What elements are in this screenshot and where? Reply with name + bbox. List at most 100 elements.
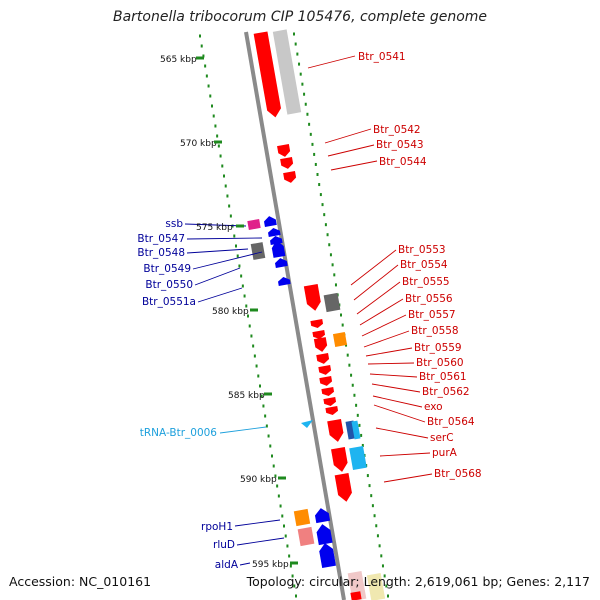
- accession-text: Accession: NC_010161: [9, 574, 152, 589]
- genome-summary-text: Topology: circular; Length: 2,619,061 bp…: [246, 574, 590, 589]
- ruler-label: 575 kbp: [196, 223, 233, 233]
- ruler-tick: [383, 574, 386, 578]
- ruler-tick: [260, 394, 263, 398]
- label-connector: [375, 427, 429, 439]
- ruler-tick: [223, 174, 225, 178]
- gene-label: Btr_0554: [400, 259, 448, 271]
- ruler-tick: [209, 94, 212, 98]
- label-connector: [365, 347, 413, 357]
- ruler-tick: [204, 64, 207, 68]
- label-connector: [307, 55, 356, 69]
- gene-arrow: [277, 144, 291, 157]
- gene-label: Btr_0548: [137, 247, 185, 259]
- ruler-tick: [250, 334, 253, 338]
- ruler-tick: [328, 243, 331, 247]
- ruler-tick: [326, 233, 329, 237]
- ruler-major-tick: [250, 308, 258, 312]
- ruler-tick: [241, 284, 244, 288]
- gene-arrow: [331, 446, 348, 472]
- ruler-tick: [293, 584, 296, 588]
- ruler-tick: [301, 82, 304, 86]
- ruler-tick: [289, 564, 292, 568]
- ruler-label: 580 kbp: [212, 307, 249, 317]
- genome-backbone: [244, 31, 346, 600]
- ruler-tick: [381, 564, 384, 568]
- ruler-tick: [375, 524, 378, 528]
- gene-arrow: [310, 319, 324, 328]
- ruler-tick: [358, 423, 361, 427]
- label-connector: [330, 160, 378, 171]
- gene-box: [351, 420, 361, 440]
- label-connector: [359, 298, 404, 326]
- gene-label: Btr_0549: [143, 263, 191, 275]
- ruler-tick: [304, 102, 307, 106]
- gene-arrow: [316, 524, 333, 546]
- ruler-tick: [286, 544, 289, 548]
- label-connector: [197, 287, 243, 303]
- ruler-tick: [360, 433, 363, 437]
- ruler-tick: [216, 134, 219, 138]
- gene-label: Btr_0547: [137, 233, 185, 245]
- gene-box: [350, 591, 362, 600]
- gene-arrow: [268, 228, 281, 237]
- ruler-tick: [376, 534, 379, 538]
- gene-arrow: [325, 406, 339, 415]
- gene-label: rluD: [213, 539, 235, 551]
- gene-labels: Btr_0541 Btr_0542 Btr_0543 Btr_0544 Btr_0553…: [137, 51, 481, 571]
- gene-arrow: [275, 258, 288, 268]
- gene-label: Btr_0568: [434, 468, 482, 480]
- gene-label: Btr_0556: [405, 293, 453, 305]
- ruler-label: 565 kbp: [160, 55, 197, 65]
- label-connector: [361, 314, 407, 337]
- label-connector: [371, 383, 421, 393]
- ruler-tick: [235, 244, 237, 248]
- ruler-tick: [309, 132, 312, 136]
- gene-arrow: [327, 418, 344, 442]
- label-connector: [363, 330, 410, 348]
- ruler-tick: [370, 494, 373, 498]
- ruler-tick: [296, 52, 299, 56]
- label-connector: [192, 251, 263, 270]
- ruler-tick: [291, 574, 294, 578]
- ruler-tick: [252, 344, 255, 348]
- ruler-tick: [269, 444, 272, 448]
- ruler-tick: [351, 383, 354, 387]
- gene-features: [247, 29, 386, 600]
- gene-label: ssb: [165, 218, 183, 230]
- ruler-tick: [271, 454, 273, 458]
- ruler-tick: [283, 524, 285, 528]
- ruler-tick: [298, 62, 301, 66]
- ruler-tick: [243, 294, 246, 298]
- ruler-tick: [308, 122, 311, 126]
- ruler-major-tick: [264, 392, 272, 396]
- ruler-tick: [361, 443, 364, 447]
- gene-label: Btr_0562: [422, 386, 470, 398]
- ruler-tick: [272, 464, 275, 468]
- ruler-tick: [329, 253, 332, 257]
- gene-label: serC: [430, 432, 454, 444]
- ruler-tick: [311, 142, 314, 146]
- label-connector: [373, 404, 426, 423]
- ruler-tick: [205, 74, 208, 78]
- ruler-label: 595 kbp: [252, 560, 289, 570]
- ruler-tick: [288, 554, 291, 558]
- gene-box: [247, 219, 261, 230]
- label-connector: [327, 144, 375, 157]
- ruler-tick: [212, 114, 215, 118]
- gene-label: Btr_0564: [427, 416, 475, 428]
- label-connector: [234, 519, 281, 527]
- ruler-tick: [265, 424, 268, 428]
- gene-box: [332, 332, 348, 347]
- gene-arrow: [271, 240, 286, 258]
- label-connector: [383, 473, 433, 483]
- gene-label: Btr_0542: [373, 124, 421, 136]
- gene-box: [297, 526, 315, 547]
- label-connector: [372, 395, 423, 408]
- ruler-tick: [248, 324, 251, 328]
- label-connector: [236, 537, 285, 546]
- ruler-tick: [224, 184, 227, 188]
- ruler-tick: [259, 384, 261, 388]
- label-connector: [350, 249, 397, 286]
- ruler-tick: [264, 414, 267, 418]
- gene-label: Btr_0551a: [142, 296, 196, 308]
